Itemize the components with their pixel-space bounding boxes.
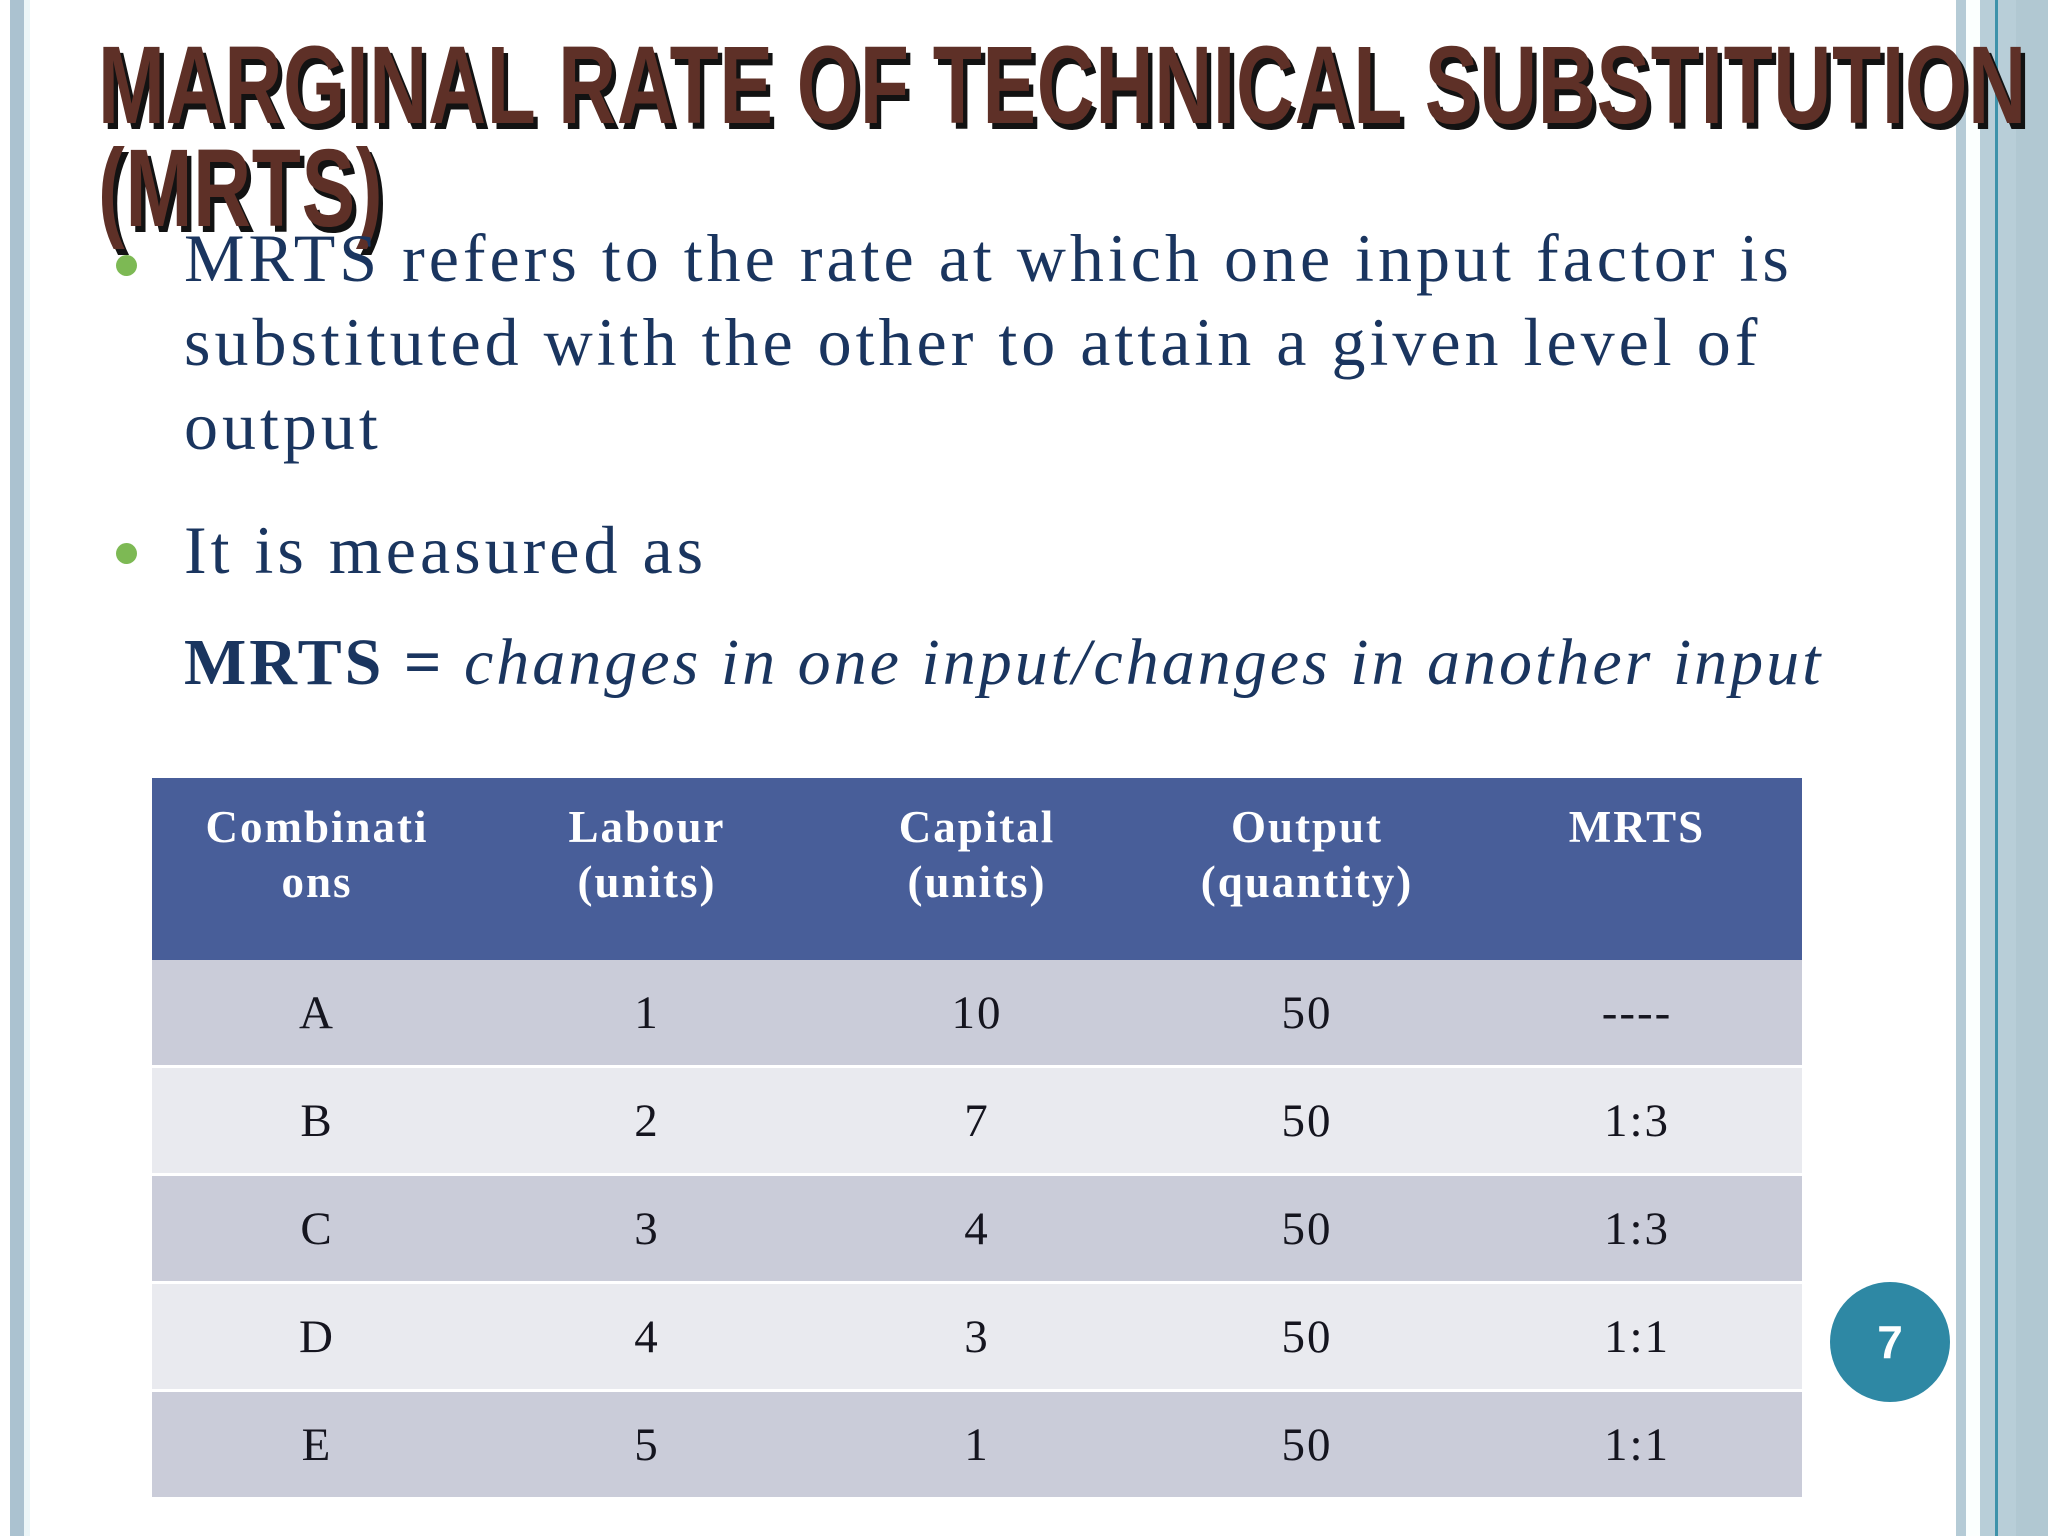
formula-lhs: MRTS = <box>184 626 445 699</box>
header-combinations: Combinati ons <box>152 778 482 960</box>
cell-combination: A <box>152 960 482 1067</box>
table-row: B 2 7 50 1:3 <box>152 1065 1802 1175</box>
header-output: Output (quantity) <box>1142 778 1472 960</box>
formula-rhs: changes in one input/changes in another … <box>463 626 1824 699</box>
cell-capital: 3 <box>812 1281 1142 1391</box>
cell-labour: 3 <box>482 1173 812 1283</box>
cell-mrts: 1:1 <box>1472 1389 1802 1497</box>
page-number: 7 <box>1877 1316 1903 1368</box>
table-row: E 5 1 50 1:1 <box>152 1389 1802 1497</box>
cell-output: 50 <box>1142 1065 1472 1175</box>
table-row: A 1 10 50 ---- <box>152 960 1802 1067</box>
header-mrts: MRTS <box>1472 778 1802 960</box>
page-title: MARGINAL RATE OF TECHNICAL SUBSTITUTION … <box>98 23 2027 250</box>
bullet-item-measured-as: It is measured as <box>184 512 708 588</box>
cell-labour: 4 <box>482 1281 812 1391</box>
cell-combination: D <box>152 1281 482 1391</box>
header-line: Capital <box>898 802 1056 852</box>
header-labour: Labour (units) <box>482 778 812 960</box>
table-header-row: Combinati ons Labour (units) Capital (un… <box>152 778 1802 960</box>
page-number-badge: 7 <box>1830 1282 1950 1402</box>
page-title-line-2: (MRTS) <box>98 126 384 250</box>
cell-combination: E <box>152 1389 482 1497</box>
bullet-dot <box>116 543 137 564</box>
header-line: MRTS <box>1568 802 1706 852</box>
cell-labour: 2 <box>482 1065 812 1175</box>
left-accent-soft-stripe <box>24 0 30 1536</box>
header-line: Output <box>1230 802 1384 852</box>
table-row: C 3 4 50 1:3 <box>152 1173 1802 1283</box>
cell-mrts: 1:3 <box>1472 1065 1802 1175</box>
cell-mrts: 1:1 <box>1472 1281 1802 1391</box>
bullet-item-definition: MRTS refers to the rate at which one inp… <box>184 220 1793 464</box>
cell-combination: C <box>152 1173 482 1283</box>
cell-output: 50 <box>1142 1281 1472 1391</box>
cell-mrts: ---- <box>1472 960 1802 1067</box>
header-line: (quantity) <box>1200 857 1414 907</box>
cell-mrts: 1:3 <box>1472 1173 1802 1283</box>
cell-labour: 5 <box>482 1389 812 1497</box>
right-teal-line <box>1995 0 1998 1536</box>
cell-capital: 4 <box>812 1173 1142 1283</box>
cell-combination: B <box>152 1065 482 1175</box>
bullet-dot <box>116 255 137 276</box>
header-line: ons <box>281 857 353 907</box>
header-line: (units) <box>907 857 1047 907</box>
right-accent-band-dark <box>2016 0 2048 1536</box>
page-title-line-1: MARGINAL RATE OF TECHNICAL SUBSTITUTION <box>98 23 2027 147</box>
header-line: (units) <box>577 857 717 907</box>
left-accent-stripe <box>10 0 24 1536</box>
cell-output: 50 <box>1142 1173 1472 1283</box>
header-line: Labour <box>568 802 726 852</box>
cell-capital: 7 <box>812 1065 1142 1175</box>
header-line: Combinati <box>205 802 429 852</box>
cell-capital: 10 <box>812 960 1142 1067</box>
cell-labour: 1 <box>482 960 812 1067</box>
right-accent-stripe <box>1956 0 1966 1536</box>
mrts-table: Combinati ons Labour (units) Capital (un… <box>152 778 1802 1497</box>
header-capital: Capital (units) <box>812 778 1142 960</box>
right-accent-gap <box>1966 0 1980 1536</box>
cell-output: 50 <box>1142 1389 1472 1497</box>
cell-output: 50 <box>1142 960 1472 1067</box>
cell-capital: 1 <box>812 1389 1142 1497</box>
mrts-formula: MRTS = changes in one input/changes in a… <box>184 625 1824 701</box>
table-row: D 4 3 50 1:1 <box>152 1281 1802 1391</box>
